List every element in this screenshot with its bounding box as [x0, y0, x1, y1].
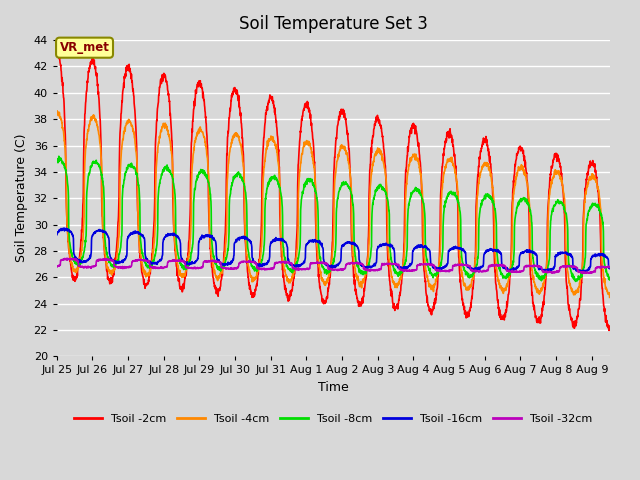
- X-axis label: Time: Time: [318, 381, 349, 394]
- Legend: Tsoil -2cm, Tsoil -4cm, Tsoil -8cm, Tsoil -16cm, Tsoil -32cm: Tsoil -2cm, Tsoil -4cm, Tsoil -8cm, Tsoi…: [70, 409, 596, 428]
- Text: VR_met: VR_met: [60, 41, 109, 54]
- Y-axis label: Soil Temperature (C): Soil Temperature (C): [15, 134, 28, 263]
- Title: Soil Temperature Set 3: Soil Temperature Set 3: [239, 15, 428, 33]
